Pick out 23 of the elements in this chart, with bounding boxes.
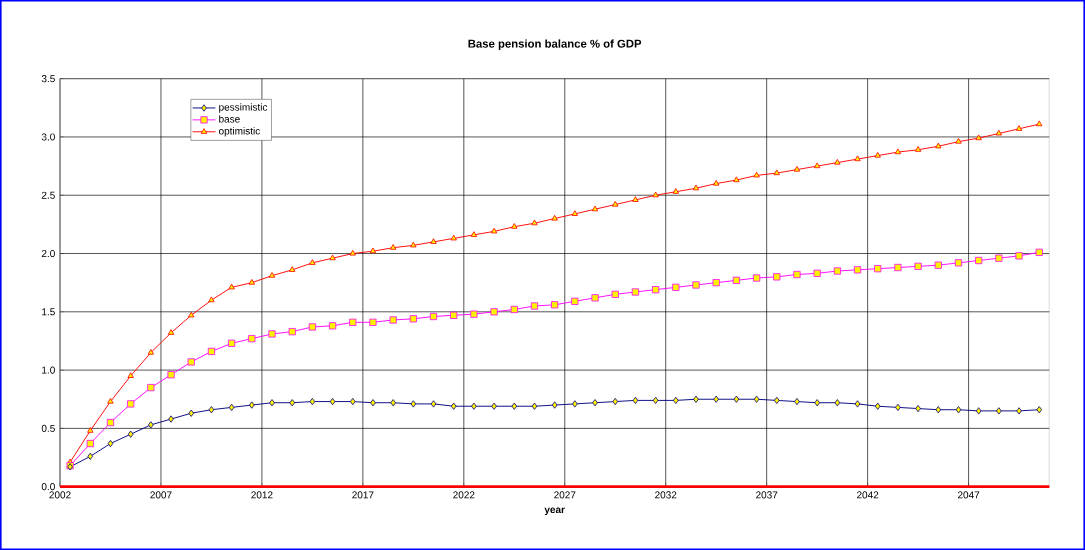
legend-label: base <box>219 115 240 123</box>
x-tick-label: 2007 <box>150 491 172 499</box>
x-tick-label: 2017 <box>352 491 374 499</box>
x-tick-label: 2047 <box>957 491 980 499</box>
x-tick-label: 2022 <box>453 491 475 499</box>
y-tick-label: 2.5 <box>41 191 55 199</box>
x-axis-title: year <box>544 507 565 516</box>
y-tick-label: 1.5 <box>42 308 55 316</box>
x-tick-label: 2042 <box>857 491 879 499</box>
y-tick-label: 1.0 <box>42 366 55 374</box>
x-tick-label: 2012 <box>251 491 273 499</box>
y-tick-label: 3.5 <box>41 75 55 83</box>
y-tick-label: 0.5 <box>41 424 55 432</box>
y-tick-label: 0.0 <box>41 483 55 491</box>
x-tick-label: 2037 <box>756 491 778 499</box>
legend-label: pessimistic <box>219 103 268 113</box>
x-tick-label: 2002 <box>49 491 71 499</box>
x-tick-label: 2027 <box>554 491 576 499</box>
y-tick-label: 2.0 <box>41 249 55 258</box>
chart-title: Base pension balance % of GDP <box>468 39 642 50</box>
y-tick-label: 3.0 <box>41 133 55 141</box>
x-tick-label: 2032 <box>655 491 677 499</box>
legend-label: optimistic <box>218 127 260 137</box>
